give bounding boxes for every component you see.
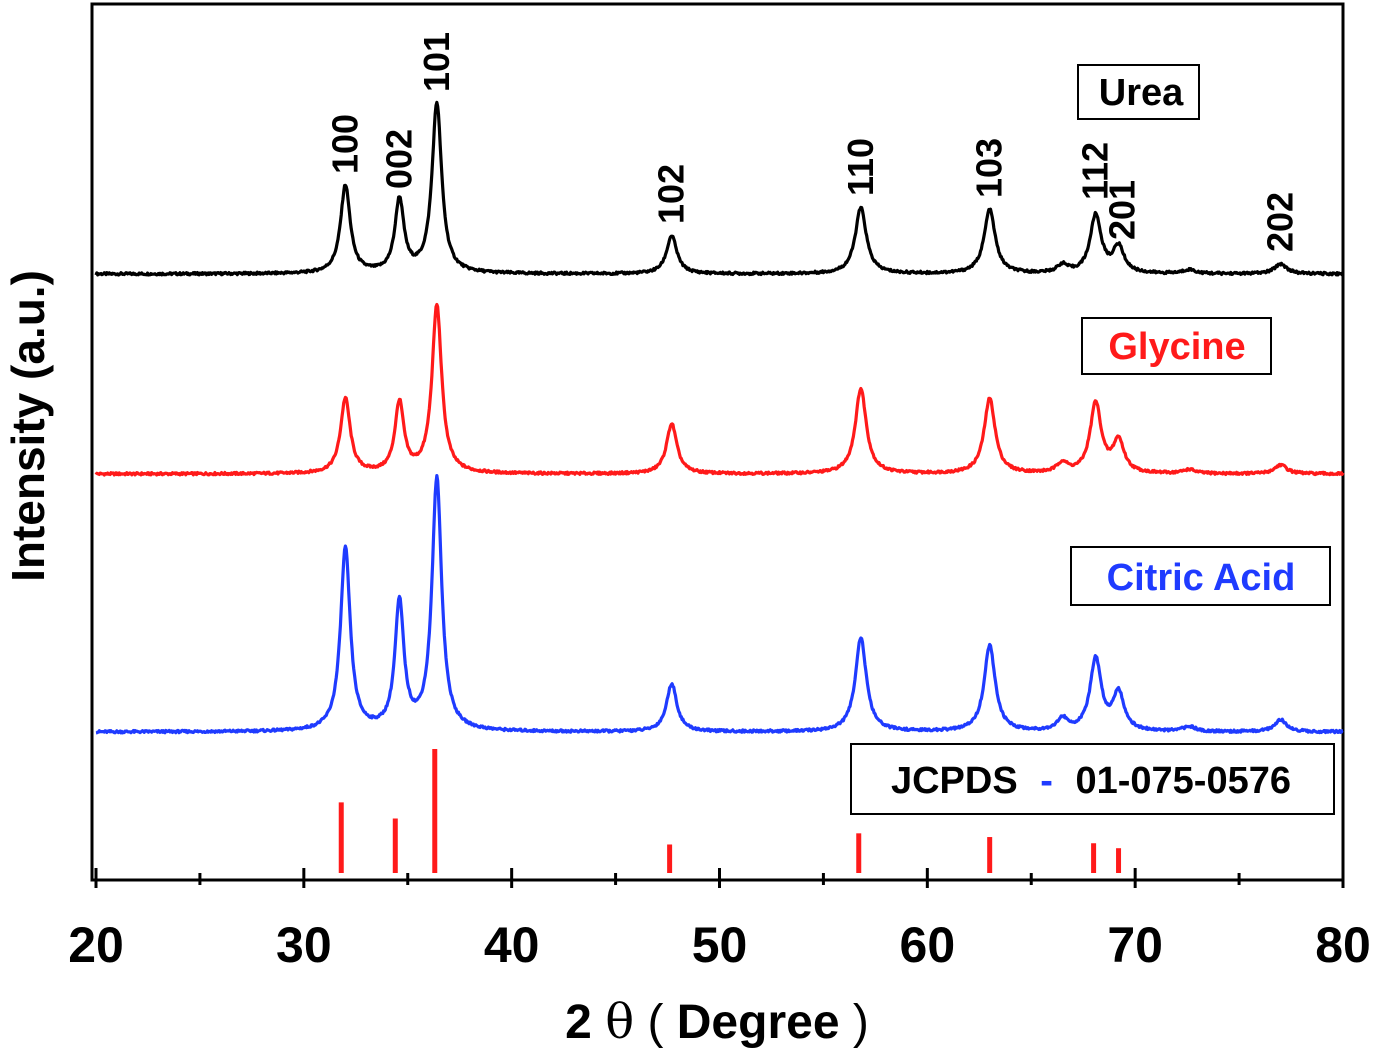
legend-label-glycine: Glycine	[1108, 326, 1245, 368]
legend-box-urea	[1077, 64, 1200, 120]
plot-frame	[90, 2, 1345, 882]
legend-box-citric	[1070, 546, 1331, 606]
reference-sticks	[338, 749, 1122, 873]
hkl-label: 201	[1102, 180, 1143, 240]
series-lines	[94, 100, 1345, 735]
x-tick-label: 20	[68, 917, 124, 973]
legend-box-glycine	[1081, 317, 1272, 375]
x-tick-label: 50	[692, 917, 748, 973]
reference-name-right: 01-075-0576	[1075, 760, 1291, 802]
x-tick-label: 40	[484, 917, 540, 973]
x-axis-tick-labels: 20 30 40 50 60 70 80	[68, 917, 1371, 973]
hkl-label: 202	[1260, 192, 1301, 252]
legend-label-urea: Urea	[1099, 72, 1184, 114]
x-axis-title-main: 2	[565, 996, 592, 1049]
x-axis-paren-open: (	[647, 996, 663, 1049]
hkl-label: 002	[378, 129, 419, 189]
x-axis-paren-close: )	[853, 996, 869, 1049]
series-line-urea	[94, 100, 1345, 277]
legend-box-reference	[850, 743, 1335, 815]
hkl-label: 110	[840, 138, 881, 196]
x-axis-ticks	[94, 868, 1345, 888]
x-axis-title-theta: θ	[605, 994, 634, 1050]
x-axis-title: 2 θ ( Degree )	[565, 994, 869, 1050]
reference-legend: JCPDS - 01-075-0576	[891, 760, 1291, 802]
hkl-label: 101	[416, 32, 457, 92]
hkl-label: 103	[969, 138, 1010, 198]
y-axis-title: Intensity (a.u.)	[2, 270, 54, 582]
legend-label-citric: Citric Acid	[1107, 557, 1296, 599]
x-tick-label: 80	[1315, 917, 1371, 973]
reference-dash: -	[1040, 760, 1053, 802]
hkl-label: 100	[324, 114, 365, 174]
x-tick-label: 30	[276, 917, 332, 973]
x-axis-title-unit: Degree	[677, 996, 840, 1049]
series-line-glycine	[94, 302, 1345, 477]
series-line-citric	[95, 473, 1344, 735]
hkl-label: 112	[1075, 142, 1116, 200]
reference-name-left: JCPDS	[891, 760, 1018, 802]
x-tick-label: 60	[900, 917, 956, 973]
x-tick-label: 70	[1107, 917, 1163, 973]
hkl-label: 102	[651, 164, 692, 224]
